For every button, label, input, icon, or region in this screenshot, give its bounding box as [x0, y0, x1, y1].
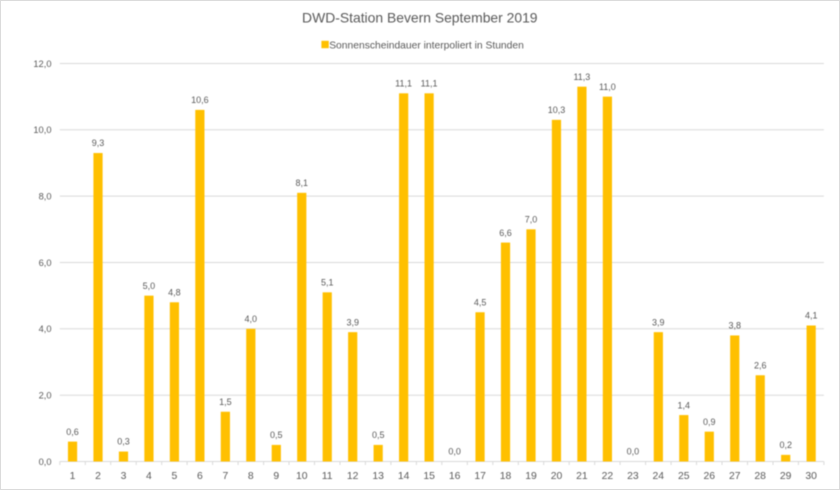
- svg-text:25: 25: [678, 471, 690, 482]
- svg-text:6,6: 6,6: [499, 228, 512, 238]
- svg-text:11: 11: [322, 471, 333, 482]
- svg-text:7,0: 7,0: [525, 215, 538, 225]
- svg-text:6: 6: [197, 471, 203, 482]
- svg-text:DWD-Station Bevern September 2: DWD-Station Bevern September 2019: [302, 10, 538, 26]
- svg-text:11,0: 11,0: [599, 82, 616, 92]
- svg-text:3: 3: [121, 471, 127, 482]
- svg-text:1,4: 1,4: [678, 400, 691, 410]
- svg-text:10,6: 10,6: [191, 95, 209, 105]
- svg-text:12,0: 12,0: [33, 59, 51, 69]
- svg-text:0,0: 0,0: [627, 447, 640, 457]
- svg-text:Sonnenscheindauer interpoliert: Sonnenscheindauer interpoliert in Stunde…: [329, 40, 524, 51]
- svg-text:19: 19: [525, 471, 537, 482]
- svg-text:8,0: 8,0: [39, 191, 52, 201]
- svg-text:0,0: 0,0: [448, 447, 461, 457]
- svg-text:0,5: 0,5: [270, 430, 283, 440]
- svg-text:29: 29: [780, 471, 792, 482]
- svg-text:16: 16: [449, 471, 461, 482]
- svg-text:4: 4: [146, 471, 152, 482]
- svg-text:2: 2: [95, 471, 101, 482]
- svg-text:8: 8: [248, 471, 254, 482]
- svg-text:8,1: 8,1: [296, 178, 309, 188]
- svg-text:23: 23: [627, 471, 639, 482]
- svg-text:5: 5: [172, 471, 178, 482]
- svg-text:0,5: 0,5: [372, 430, 385, 440]
- svg-text:20: 20: [551, 471, 563, 482]
- svg-text:11,1: 11,1: [421, 79, 438, 89]
- svg-text:0,9: 0,9: [703, 417, 716, 427]
- svg-text:0,0: 0,0: [39, 457, 52, 467]
- svg-text:10,0: 10,0: [33, 125, 51, 135]
- svg-text:14: 14: [398, 471, 410, 482]
- svg-text:9,3: 9,3: [92, 138, 105, 148]
- svg-text:12: 12: [347, 471, 359, 482]
- svg-text:9: 9: [273, 471, 279, 482]
- svg-text:2,0: 2,0: [39, 391, 52, 401]
- svg-text:4,0: 4,0: [39, 324, 52, 334]
- svg-text:11,1: 11,1: [395, 79, 412, 89]
- svg-text:4,8: 4,8: [168, 288, 181, 298]
- svg-text:1: 1: [70, 471, 76, 482]
- svg-text:18: 18: [500, 471, 512, 482]
- svg-text:4,5: 4,5: [474, 297, 487, 307]
- svg-text:27: 27: [729, 471, 741, 482]
- svg-text:24: 24: [653, 471, 665, 482]
- svg-text:10: 10: [296, 471, 308, 482]
- svg-text:3,8: 3,8: [729, 321, 742, 331]
- svg-text:15: 15: [423, 471, 435, 482]
- svg-text:3,9: 3,9: [346, 317, 359, 327]
- svg-text:4,1: 4,1: [805, 311, 818, 321]
- svg-text:13: 13: [372, 471, 384, 482]
- svg-text:0,2: 0,2: [779, 440, 792, 450]
- svg-text:0,3: 0,3: [117, 437, 130, 447]
- svg-text:28: 28: [754, 471, 766, 482]
- svg-text:30: 30: [805, 471, 817, 482]
- svg-text:26: 26: [704, 471, 716, 482]
- svg-text:2,6: 2,6: [754, 361, 767, 371]
- svg-text:6,0: 6,0: [39, 258, 52, 268]
- svg-text:3,9: 3,9: [652, 317, 665, 327]
- svg-text:21: 21: [576, 471, 588, 482]
- svg-text:17: 17: [474, 471, 486, 482]
- svg-text:0,6: 0,6: [66, 427, 79, 437]
- svg-text:5,1: 5,1: [321, 278, 334, 288]
- svg-text:22: 22: [602, 471, 614, 482]
- svg-text:5,0: 5,0: [143, 281, 156, 291]
- svg-text:7: 7: [223, 471, 229, 482]
- svg-text:1,5: 1,5: [219, 397, 232, 407]
- svg-text:10,3: 10,3: [548, 105, 566, 115]
- svg-text:11,3: 11,3: [573, 72, 590, 82]
- svg-text:4,0: 4,0: [245, 314, 258, 324]
